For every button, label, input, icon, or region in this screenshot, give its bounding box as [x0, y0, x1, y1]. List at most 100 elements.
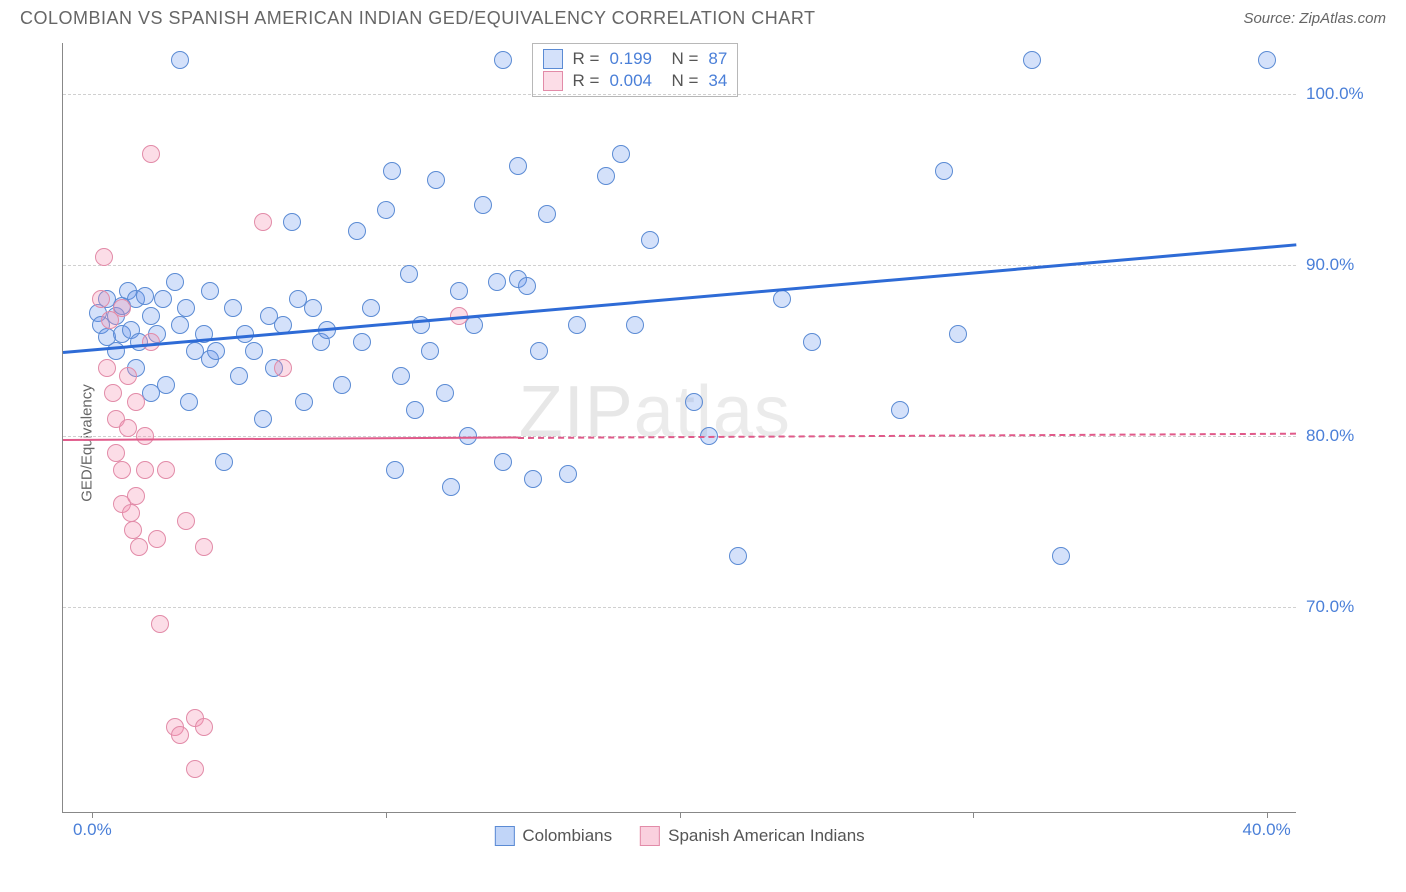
data-point: [230, 367, 248, 385]
data-point: [362, 299, 380, 317]
x-tick: [680, 812, 681, 818]
data-point: [157, 461, 175, 479]
source-attribution: Source: ZipAtlas.com: [1243, 10, 1386, 27]
data-point: [151, 615, 169, 633]
data-point: [353, 333, 371, 351]
regression-line: [63, 437, 518, 442]
y-tick-label: 80.0%: [1306, 426, 1376, 446]
x-tick: [92, 812, 93, 818]
data-point: [148, 530, 166, 548]
data-point: [283, 213, 301, 231]
plot-area: ZIPatlas R =0.199N =87R =0.004N =34 Colo…: [62, 43, 1296, 813]
data-point: [626, 316, 644, 334]
data-point: [142, 307, 160, 325]
data-point: [245, 342, 263, 360]
data-point: [224, 299, 242, 317]
data-point: [171, 726, 189, 744]
data-point: [107, 342, 125, 360]
data-point: [436, 384, 454, 402]
data-point: [935, 162, 953, 180]
data-point: [215, 453, 233, 471]
legend-label: Colombians: [522, 826, 612, 846]
stat-R-value: 0.004: [609, 71, 661, 91]
data-point: [157, 376, 175, 394]
data-point: [538, 205, 556, 223]
data-point: [450, 282, 468, 300]
data-point: [524, 470, 542, 488]
data-point: [142, 145, 160, 163]
data-point: [92, 290, 110, 308]
x-tick-label: 0.0%: [73, 820, 112, 840]
data-point: [474, 196, 492, 214]
data-point: [773, 290, 791, 308]
y-tick-label: 70.0%: [1306, 597, 1376, 617]
legend-item: Colombians: [494, 826, 612, 846]
data-point: [494, 51, 512, 69]
legend-stats-box: R =0.199N =87R =0.004N =34: [532, 43, 739, 97]
data-point: [124, 521, 142, 539]
data-point: [154, 290, 172, 308]
data-point: [113, 299, 131, 317]
data-point: [949, 325, 967, 343]
data-point: [641, 231, 659, 249]
data-point: [274, 359, 292, 377]
stat-N-label: N =: [671, 71, 698, 91]
x-tick: [1267, 812, 1268, 818]
data-point: [207, 342, 225, 360]
data-point: [130, 538, 148, 556]
legend-swatch: [640, 826, 660, 846]
data-point: [685, 393, 703, 411]
regression-line: [63, 243, 1296, 354]
data-point: [295, 393, 313, 411]
data-point: [518, 277, 536, 295]
legend-item: Spanish American Indians: [640, 826, 865, 846]
data-point: [421, 342, 439, 360]
data-point: [406, 401, 424, 419]
data-point: [254, 213, 272, 231]
stat-N-value: 87: [708, 49, 727, 69]
data-point: [612, 145, 630, 163]
legend-label: Spanish American Indians: [668, 826, 865, 846]
data-point: [127, 393, 145, 411]
data-point: [729, 547, 747, 565]
legend-swatch: [543, 49, 563, 69]
data-point: [254, 410, 272, 428]
stat-R-label: R =: [573, 49, 600, 69]
x-tick: [973, 812, 974, 818]
grid-line: [63, 265, 1296, 266]
legend-swatch: [494, 826, 514, 846]
data-point: [171, 316, 189, 334]
data-point: [195, 538, 213, 556]
data-point: [427, 171, 445, 189]
data-point: [107, 444, 125, 462]
legend-stats-row: R =0.199N =87: [543, 48, 728, 70]
data-point: [803, 333, 821, 351]
watermark: ZIPatlas: [519, 371, 791, 453]
data-point: [186, 760, 204, 778]
data-point: [171, 51, 189, 69]
data-point: [177, 299, 195, 317]
data-point: [136, 461, 154, 479]
grid-line: [63, 607, 1296, 608]
data-point: [98, 359, 116, 377]
watermark-bold: ZIP: [519, 372, 634, 452]
chart-title: COLOMBIAN VS SPANISH AMERICAN INDIAN GED…: [20, 8, 815, 29]
legend-stats-row: R =0.004N =34: [543, 70, 728, 92]
data-point: [348, 222, 366, 240]
data-point: [392, 367, 410, 385]
data-point: [597, 167, 615, 185]
x-tick-label: 40.0%: [1243, 820, 1291, 840]
data-point: [127, 487, 145, 505]
data-point: [400, 265, 418, 283]
y-tick-label: 100.0%: [1306, 84, 1376, 104]
data-point: [1023, 51, 1041, 69]
chart-container: GED/Equivalency ZIPatlas R =0.199N =87R …: [20, 33, 1386, 853]
data-point: [136, 427, 154, 445]
data-point: [119, 367, 137, 385]
data-point: [530, 342, 548, 360]
data-point: [122, 504, 140, 522]
data-point: [1052, 547, 1070, 565]
data-point: [95, 248, 113, 266]
stat-R-label: R =: [573, 71, 600, 91]
data-point: [488, 273, 506, 291]
